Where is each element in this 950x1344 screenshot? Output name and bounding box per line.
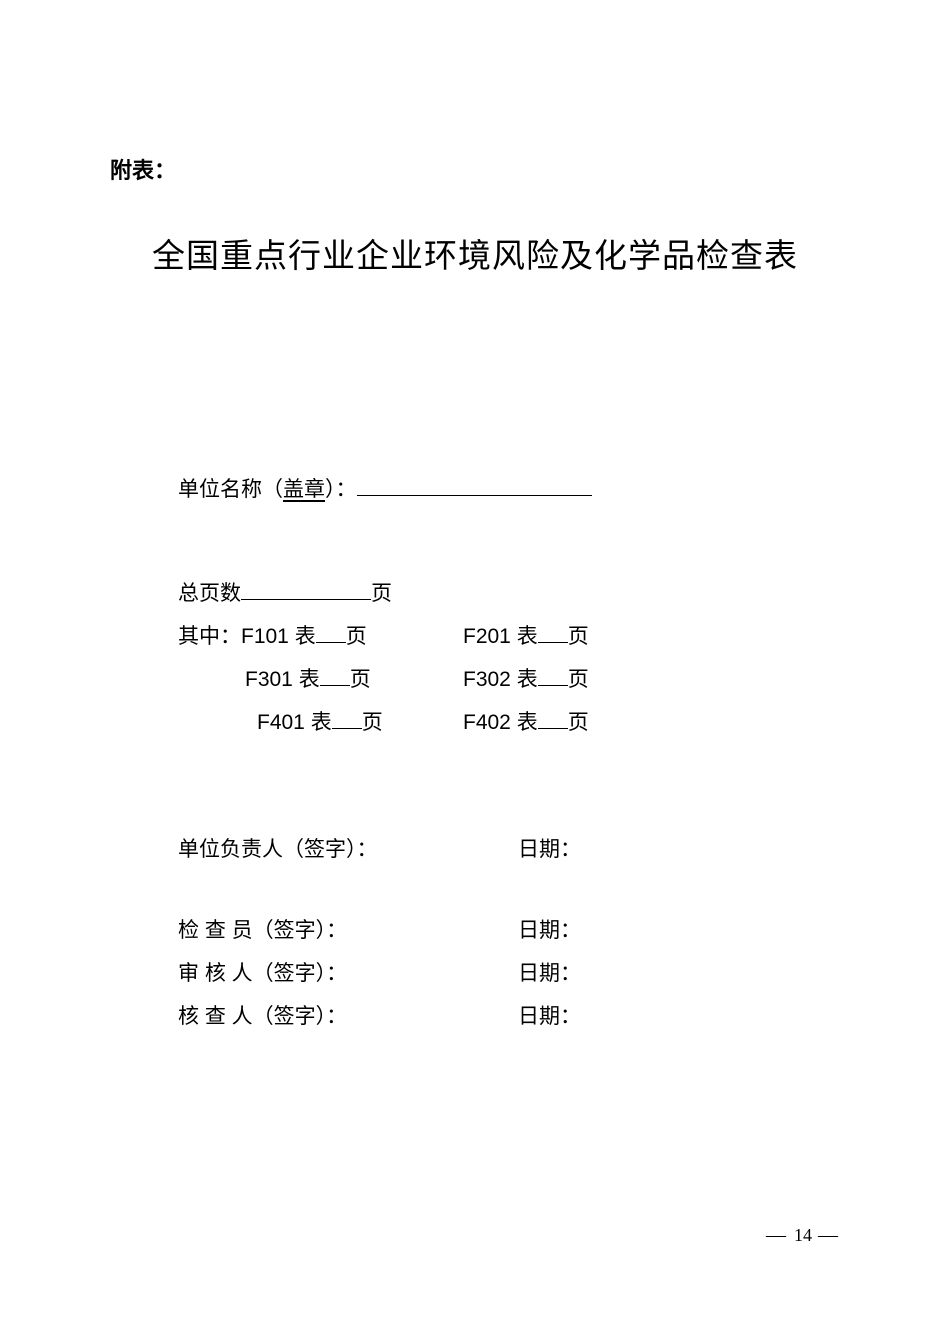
blank-f402 — [538, 709, 568, 729]
sig-row-verifier: 核 查 人（签字）： 日期： — [178, 995, 840, 1038]
forms-row-1: F301 表 页 F302 表 页 — [178, 658, 840, 701]
form-f101: F101 表 — [241, 625, 316, 648]
forms-row-0: 其中：F101 表 页 F201 表 页 — [178, 615, 840, 658]
total-pages-blank — [241, 580, 371, 600]
date-label-3: 日期： — [518, 995, 840, 1038]
unit-name-label-pre: 单位名称（ — [178, 478, 283, 501]
attachment-label: 附表： — [110, 150, 840, 192]
signature-block: 单位负责人（签字）： 日期： 检 查 员（签字）： 日期： 审 核 人（签字）：… — [178, 828, 840, 1038]
total-pages-post: 页 — [371, 582, 392, 605]
forms-row-2: F401 表 页 F402 表 页 — [178, 701, 840, 744]
forms-cell-0-left: 其中：F101 表 页 — [178, 615, 463, 658]
sig-inspector: 检 查 员（签字）： — [178, 909, 518, 952]
sig-reviewer: 审 核 人（签字）： — [178, 952, 518, 995]
document-page: 附表： 全国重点行业企业环境风险及化学品检查表 单位名称（盖章）： 总页数页 其… — [0, 0, 950, 1098]
blank-f201 — [538, 623, 568, 643]
blank-f301 — [320, 666, 350, 686]
total-pages-pre: 总页数 — [178, 582, 241, 605]
where-prefix: 其中： — [178, 625, 241, 648]
forms-cell-1-left: F301 表 页 — [178, 658, 463, 701]
sig-row-reviewer: 审 核 人（签字）： 日期： — [178, 952, 840, 995]
forms-cell-0-right: F201 表 页 — [463, 615, 840, 658]
form-f301: F301 表 — [245, 668, 320, 691]
form-f201: F201 表 — [463, 625, 538, 648]
total-pages-row: 总页数 页 — [178, 572, 840, 615]
pages-grid: 总页数页 其中：F101 表页 F201 表页 F301 表页 F302 表页 — [178, 572, 840, 744]
page-unit: 页 — [568, 711, 589, 734]
dash-left: — — [766, 1224, 788, 1246]
forms-cell-2-left: F401 表 页 — [178, 701, 463, 744]
sig-row-unit-head: 单位负责人（签字）： 日期： — [178, 828, 840, 871]
form-f302: F302 表 — [463, 668, 538, 691]
page-number: —14— — [766, 1216, 840, 1254]
page-unit: 页 — [568, 625, 589, 648]
blank-f302 — [538, 666, 568, 686]
page-unit: 页 — [568, 668, 589, 691]
date-label-0: 日期： — [518, 828, 840, 871]
unit-name-blank — [357, 477, 592, 497]
unit-name-label-post: ）： — [325, 478, 357, 501]
unit-name-row: 单位名称（盖章）： — [178, 468, 840, 511]
sig-verifier: 核 查 人（签字）： — [178, 995, 518, 1038]
sig-gap — [178, 871, 840, 909]
form-block: 单位名称（盖章）： 总页数页 其中：F101 表页 F201 表页 F301 表… — [178, 468, 840, 1037]
stamp-text: 盖章 — [283, 478, 325, 501]
date-label-2: 日期： — [518, 952, 840, 995]
date-label-1: 日期： — [518, 909, 840, 952]
blank-f101 — [316, 623, 346, 643]
page-unit: 页 — [362, 711, 383, 734]
dash-right: — — [818, 1224, 840, 1246]
blank-f401 — [332, 709, 362, 729]
forms-cell-1-right: F302 表 页 — [463, 658, 840, 701]
page-number-value: 14 — [788, 1225, 818, 1245]
form-f401: F401 表 — [257, 711, 332, 734]
form-f402: F402 表 — [463, 711, 538, 734]
page-unit: 页 — [346, 625, 367, 648]
sig-unit-head: 单位负责人（签字）： — [178, 828, 518, 871]
page-unit: 页 — [350, 668, 371, 691]
forms-cell-2-right: F402 表 页 — [463, 701, 840, 744]
sig-row-inspector: 检 查 员（签字）： 日期： — [178, 909, 840, 952]
document-title: 全国重点行业企业环境风险及化学品检查表 — [110, 226, 840, 289]
